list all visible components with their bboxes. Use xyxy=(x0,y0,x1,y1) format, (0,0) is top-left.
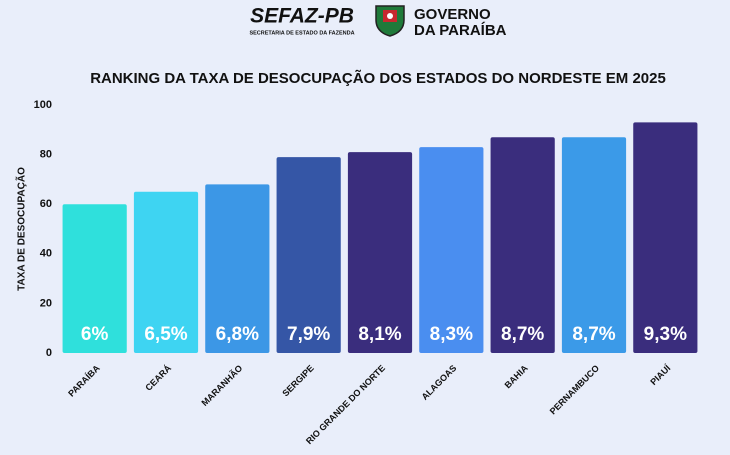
bar xyxy=(62,204,127,353)
bar xyxy=(133,191,199,353)
bar xyxy=(490,137,555,353)
coat-of-arms xyxy=(375,5,405,37)
gov-line2: DA PARAÍBA xyxy=(414,22,507,39)
bar xyxy=(633,122,698,353)
value-label: 6,5% xyxy=(144,324,187,345)
value-label: 7,9% xyxy=(287,324,330,345)
value-label: 8,3% xyxy=(430,324,473,345)
chart-title: RANKING DA TAXA DE DESOCUPAÇÃO DOS ESTAD… xyxy=(90,69,666,87)
y-tick-label: 40 xyxy=(40,248,52,260)
brand-subtitle: SECRETARIA DE ESTADO DA FAZENDA xyxy=(249,30,354,36)
brand: SEFAZ-PB xyxy=(250,5,354,28)
value-label: 8,7% xyxy=(572,324,615,345)
y-tick-label: 20 xyxy=(40,297,52,309)
bar xyxy=(205,184,270,353)
value-label: 8,1% xyxy=(358,324,401,345)
bar xyxy=(347,152,413,353)
bar xyxy=(419,147,484,353)
y-tick-label: 80 xyxy=(40,149,52,161)
bar xyxy=(276,157,341,353)
y-tick-label: 60 xyxy=(40,198,52,210)
y-tick-label: 100 xyxy=(34,99,52,111)
value-label: 6,8% xyxy=(216,324,259,345)
y-tick-label: 0 xyxy=(46,347,52,359)
value-label: 8,7% xyxy=(501,324,544,345)
value-label: 9,3% xyxy=(644,324,687,345)
y-axis-title: TAXA DE DESOCUPAÇÃO xyxy=(15,167,28,291)
value-label: 6% xyxy=(81,324,109,345)
gov-line1: GOVERNO xyxy=(414,6,491,23)
bar xyxy=(561,137,627,353)
